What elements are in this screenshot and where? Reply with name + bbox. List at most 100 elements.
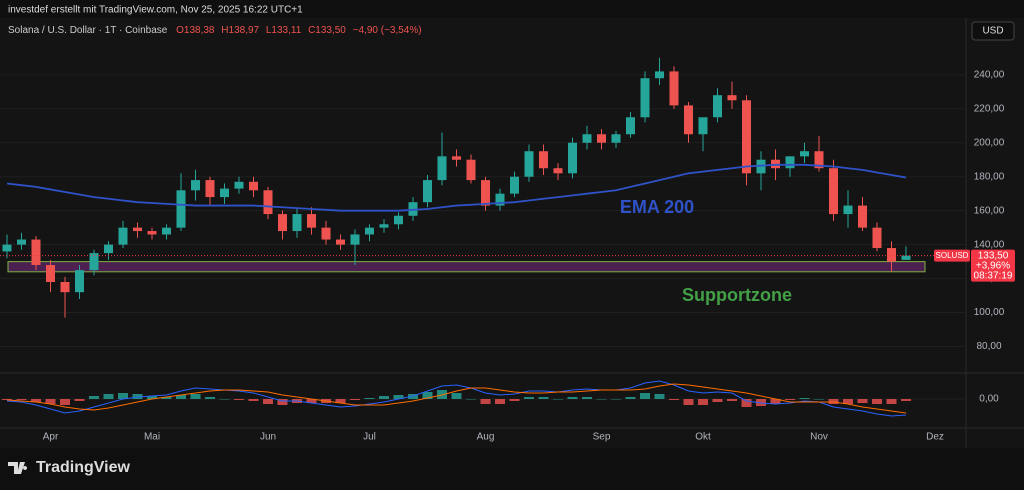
candle-body xyxy=(379,224,389,228)
support-zone-label: Supportzone xyxy=(682,285,792,305)
price-change-label: +3,96% xyxy=(976,260,1010,271)
candle-body xyxy=(814,151,824,169)
candle-body xyxy=(466,159,476,181)
candle-body xyxy=(640,78,650,118)
candle-body xyxy=(611,134,621,143)
candle-body xyxy=(162,227,171,235)
candle-body xyxy=(655,71,664,79)
macd-histogram-bar xyxy=(843,399,853,404)
logo-mark xyxy=(8,462,28,474)
macd-histogram-bar xyxy=(582,397,592,399)
macd-histogram-bar xyxy=(625,397,636,399)
macd-histogram-bar xyxy=(466,399,476,400)
macd-histogram-bar xyxy=(31,399,41,402)
candle-body xyxy=(669,71,679,106)
candle-body xyxy=(481,180,490,206)
candle-body xyxy=(510,176,519,194)
candle-body xyxy=(350,234,360,245)
y-tick-label: 140,00 xyxy=(974,239,1005,250)
macd-histogram-bar xyxy=(698,399,708,405)
candle-body xyxy=(147,231,157,235)
macd-histogram-bar xyxy=(263,399,273,404)
support-zone xyxy=(7,261,926,273)
ema-label: EMA 200 xyxy=(620,197,694,217)
candle-body xyxy=(46,265,55,282)
macd-line xyxy=(6,380,907,417)
x-tick-label: Apr xyxy=(43,432,59,443)
macd-histogram-bar xyxy=(741,399,752,407)
macd-histogram-bar xyxy=(611,399,621,400)
macd-histogram-bar xyxy=(567,397,578,399)
candle-body xyxy=(2,244,12,252)
y-tick-label: 100,00 xyxy=(974,307,1005,318)
candle-body xyxy=(698,117,708,135)
macd-histogram-bar xyxy=(45,399,56,404)
candle-body xyxy=(292,214,302,232)
candle-body xyxy=(582,134,592,143)
macd-histogram-bar xyxy=(277,399,288,405)
macd-histogram-bar xyxy=(872,399,882,404)
macd-histogram-bar xyxy=(248,399,259,401)
macd-histogram-bar xyxy=(234,399,244,400)
macd-histogram-bar xyxy=(2,399,12,400)
candle-body xyxy=(60,281,70,293)
macd-histogram-bar xyxy=(306,399,317,403)
candle-body xyxy=(843,205,853,215)
candle-body xyxy=(524,151,534,177)
macd-histogram-bar xyxy=(118,393,128,399)
macd-histogram-bar xyxy=(147,396,157,399)
x-tick-label: Nov xyxy=(810,432,828,443)
macd-histogram-bar xyxy=(901,399,911,401)
macd-histogram-bar xyxy=(524,397,534,399)
candle-body xyxy=(829,168,838,215)
macd-histogram-bar xyxy=(654,394,665,399)
candle-body xyxy=(553,168,563,174)
currency[interactable]: USD xyxy=(982,26,1003,37)
macd-histogram-bar xyxy=(553,399,563,400)
price-tag xyxy=(971,249,1015,282)
symbol-label: SOLUSD xyxy=(936,251,969,260)
candle-body xyxy=(118,227,128,245)
macd-histogram-bar xyxy=(190,394,201,399)
candle-body xyxy=(495,193,505,206)
macd-histogram-bar xyxy=(596,399,607,400)
macd-histogram-bar xyxy=(857,399,868,403)
y-tick-label: 160,00 xyxy=(974,205,1005,216)
legend-change: −4,90 (−3,54%) xyxy=(353,25,422,36)
candle-body xyxy=(191,180,200,191)
macd-histogram-bar xyxy=(799,398,810,399)
macd-histogram-bar xyxy=(219,399,230,400)
macd-histogram-bar xyxy=(335,399,346,403)
macd-histogram-bar xyxy=(364,398,375,399)
macd-histogram-bar xyxy=(770,399,781,404)
candle-body xyxy=(133,227,142,232)
macd-histogram-bar xyxy=(60,399,70,405)
candle-body xyxy=(365,227,374,235)
candle-body xyxy=(104,244,113,254)
candle-body xyxy=(75,270,84,293)
currency-box[interactable] xyxy=(971,21,1015,41)
candle-body xyxy=(568,142,577,174)
legend: Solana / U.S. Dollar · 1T · Coinbase O13… xyxy=(8,25,422,36)
macd-histogram-bar xyxy=(640,393,650,399)
legend-open: O138,38 xyxy=(176,25,215,36)
candle-body xyxy=(901,255,911,260)
candle-body xyxy=(713,95,722,118)
macd-histogram-bar xyxy=(103,394,114,399)
macd-histogram-bar xyxy=(161,397,172,399)
y-tick-label: 220,00 xyxy=(974,103,1005,114)
y-tick-label: 200,00 xyxy=(974,137,1005,148)
macd-histogram-bar xyxy=(538,397,549,399)
macd-histogram-bar xyxy=(16,399,27,400)
candle-body xyxy=(176,190,186,228)
candle-body xyxy=(205,180,215,198)
symbol-tag xyxy=(934,249,970,262)
macd-histogram-bar xyxy=(509,399,520,401)
candle-body xyxy=(626,117,635,135)
macd-histogram-bar xyxy=(814,399,824,400)
candle-body xyxy=(684,105,693,135)
x-tick-label: Jul xyxy=(363,432,376,443)
countdown-label: 08:37:19 xyxy=(974,270,1013,281)
legend-high: H138,97 xyxy=(221,25,259,36)
candle-body xyxy=(394,215,403,225)
